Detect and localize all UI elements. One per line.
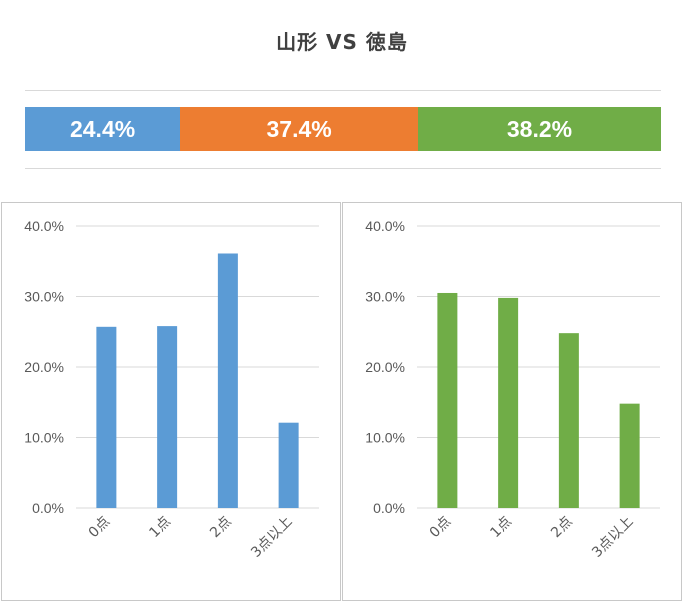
x-category-label: 2点 <box>207 514 235 542</box>
y-tick-label: 40.0% <box>365 218 405 234</box>
y-tick-label: 0.0% <box>32 500 64 516</box>
bar <box>498 297 519 508</box>
ratio-segment-draw: 37.4% <box>180 107 419 151</box>
bar <box>278 422 299 508</box>
x-category-label: 0点 <box>427 514 455 542</box>
chart-title: 山形 VS 徳島 <box>276 30 408 54</box>
ratio-segment-away: 38.2% <box>418 107 661 151</box>
bar <box>619 403 640 508</box>
x-category-label: 2点 <box>548 514 576 542</box>
y-tick-label: 40.0% <box>24 218 64 234</box>
y-tick-label: 0.0% <box>373 500 405 516</box>
y-tick-label: 10.0% <box>365 430 405 446</box>
y-tick-label: 30.0% <box>24 289 64 305</box>
left-bar-chart: 0.0% 10.0% 20.0% 30.0% 40.0% 0点 1点 2点 3点以上 <box>24 218 319 561</box>
y-tick-label: 20.0% <box>24 359 64 375</box>
ratio-bar: 24.4% 37.4% 38.2% <box>25 107 661 151</box>
x-category-label: 0点 <box>86 514 114 542</box>
x-category-label: 3点以上 <box>248 514 295 561</box>
x-category-label: 1点 <box>146 514 174 542</box>
divider-bottom <box>25 168 661 169</box>
bar <box>96 326 117 508</box>
bar <box>157 326 178 508</box>
y-tick-label: 10.0% <box>24 430 64 446</box>
bar <box>437 292 458 508</box>
x-category-label: 1点 <box>487 514 515 542</box>
ratio-segment-home: 24.4% <box>25 107 181 151</box>
bar <box>217 253 238 508</box>
divider-top <box>25 90 661 91</box>
x-category-label: 3点以上 <box>589 514 636 561</box>
left-chart-panel: 0.0% 10.0% 20.0% 30.0% 40.0% 0点 1点 2点 3点以上 <box>1 202 341 601</box>
right-bar-chart: 0.0% 10.0% 20.0% 30.0% 40.0% 0点 1点 2点 3点以上 <box>365 218 660 561</box>
right-chart-panel: 0.0% 10.0% 20.0% 30.0% 40.0% 0点 1点 2点 3点以上 <box>342 202 682 601</box>
y-tick-label: 20.0% <box>365 359 405 375</box>
bar <box>558 333 579 508</box>
y-tick-label: 30.0% <box>365 289 405 305</box>
